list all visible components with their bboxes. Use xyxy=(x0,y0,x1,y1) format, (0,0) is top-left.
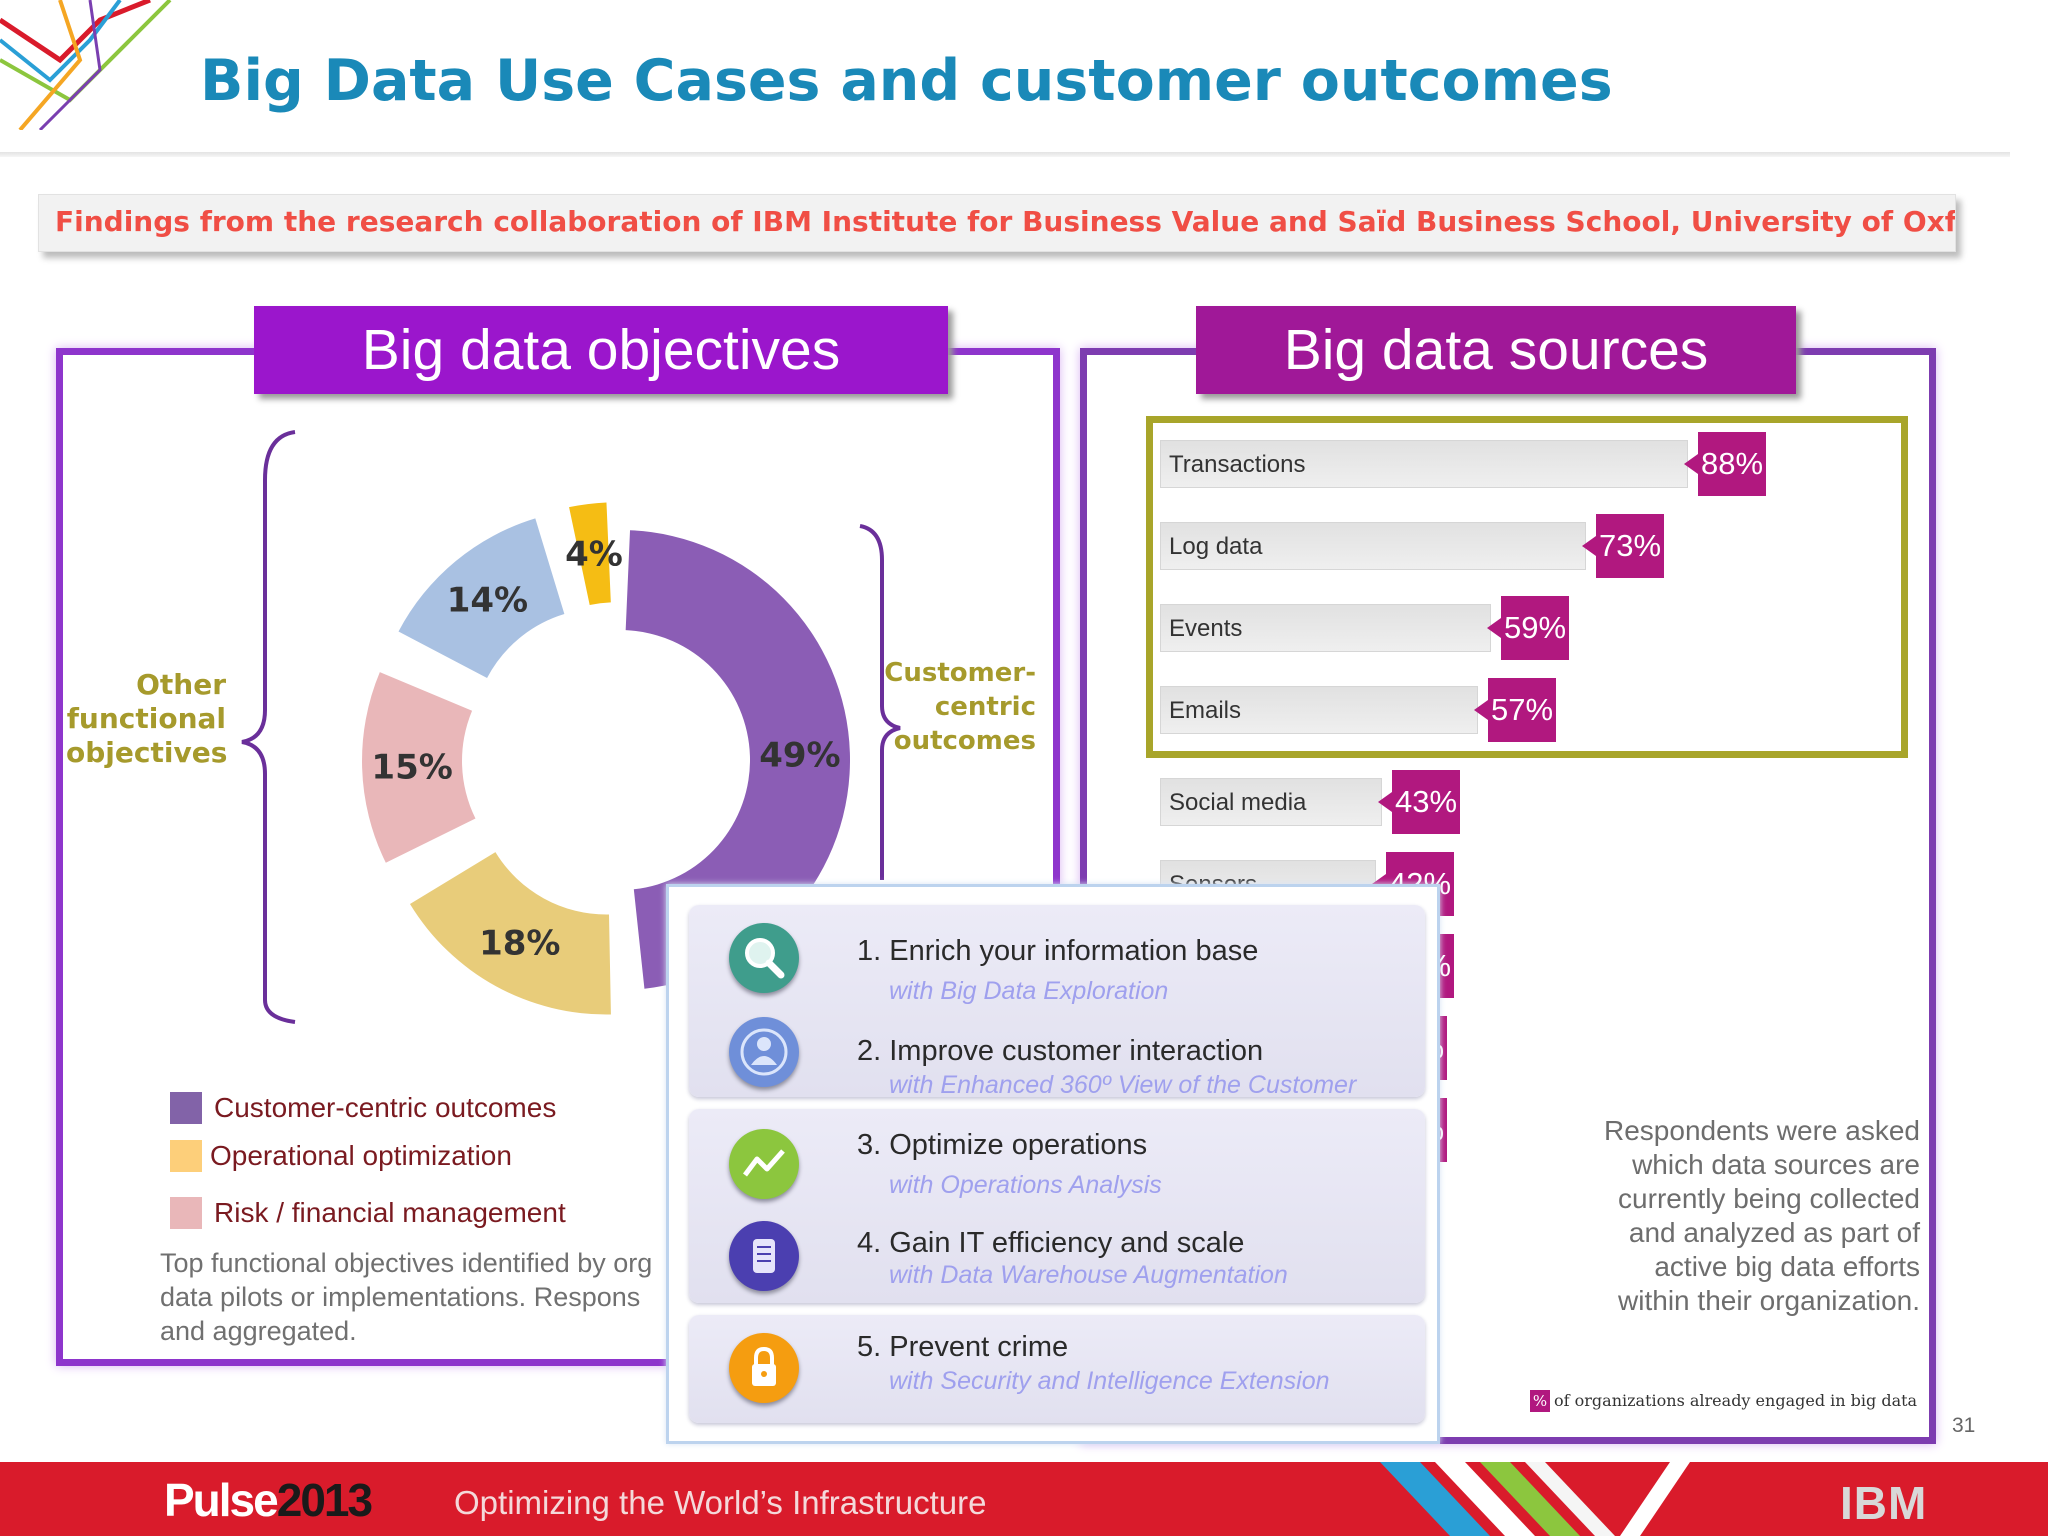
bar-value-label: 57% xyxy=(1474,678,1556,742)
bar-value-label: 59% xyxy=(1487,596,1569,660)
bar-legend-text: of organizations already engaged in big … xyxy=(1554,1391,1918,1410)
use-case-title: 3. Optimize operations xyxy=(857,1129,1148,1161)
donut-slice-label: 14% xyxy=(447,581,528,621)
objectives-donut-chart: 49% 18% 15% 14% 4% xyxy=(241,430,901,1024)
donut-slice xyxy=(625,530,850,989)
bar-category-label: Emails xyxy=(1169,697,1242,724)
bar-row: Log data 73% xyxy=(1160,514,1920,578)
use-case-group-customer: 1. Enrich your information base with Big… xyxy=(689,905,1425,1099)
use-case-subtitle: with Big Data Exploration xyxy=(889,977,1169,1005)
bar-row: Social media 43% xyxy=(1160,770,1920,834)
use-case-title: 2. Improve customer interaction xyxy=(857,1035,1264,1067)
left-brace xyxy=(241,430,296,1024)
bar-legend-swatch: % xyxy=(1530,1390,1550,1412)
donut-slice-label: 15% xyxy=(371,748,452,788)
footer-tagline: Optimizing the World’s Infrastructure xyxy=(454,1484,987,1521)
bar-row: Events 59% xyxy=(1160,596,1920,660)
bar-row: Emails 57% xyxy=(1160,678,1920,742)
bar-value-label: 43% xyxy=(1378,770,1460,834)
donut-slice-label: 4% xyxy=(565,535,623,575)
sources-header: Big data sources xyxy=(1196,306,1796,394)
legend-label: Customer-centric outcomes xyxy=(214,1092,557,1123)
footer-bar: Pulse2013 Optimizing the World’s Infrast… xyxy=(0,1462,2048,1536)
decorative-lines-graphic xyxy=(0,0,172,130)
customer-outcomes-label: Customer-centric outcomes xyxy=(884,658,1036,756)
bar-track: Transactions xyxy=(1160,440,1688,488)
bar-category-label: Log data xyxy=(1169,533,1263,560)
findings-banner: Findings from the research collaboration… xyxy=(38,194,1956,252)
objectives-note: Top functional objectives identified by … xyxy=(160,1248,653,1346)
footer-stripes-graphic xyxy=(1380,1462,1690,1536)
bar-value-label: 88% xyxy=(1684,432,1766,496)
legend-swatch xyxy=(170,1197,202,1229)
right-brace xyxy=(859,524,901,880)
legend-label: Risk / financial management xyxy=(214,1197,566,1228)
padlock-icon xyxy=(729,1333,799,1403)
use-case-subtitle: with Operations Analysis xyxy=(889,1171,1162,1199)
page-number: 31 xyxy=(1952,1414,1976,1437)
ibm-logo: IBM xyxy=(1840,1477,1928,1529)
donut-slice xyxy=(362,672,476,863)
objectives-header: Big data objectives xyxy=(254,306,948,394)
use-case-subtitle: with Enhanced 360º View of the Customer xyxy=(889,1071,1357,1099)
title-divider xyxy=(0,152,2010,157)
pulse-logo: Pulse2013 xyxy=(164,1473,373,1527)
respondents-note: Respondents were asked which data source… xyxy=(1604,1115,1920,1316)
trend-line-icon xyxy=(729,1129,799,1199)
donut-slice-label: 18% xyxy=(479,923,560,963)
use-case-title: 1. Enrich your information base xyxy=(857,935,1259,967)
use-case-group-operations: 3. Optimize operations with Operations A… xyxy=(689,1109,1425,1303)
pulse-logo-year: 2013 xyxy=(276,1474,373,1526)
database-icon xyxy=(729,1221,799,1291)
bar-category-label: Social media xyxy=(1169,789,1307,816)
donut-slice xyxy=(409,852,611,1015)
use-case-subtitle: with Data Warehouse Augmentation xyxy=(889,1261,1288,1289)
pulse-logo-text: Pulse xyxy=(164,1474,279,1526)
legend-label: Operational optimization xyxy=(210,1140,512,1171)
bar-category-label: Transactions xyxy=(1169,451,1306,478)
bar-track: Emails xyxy=(1160,686,1478,734)
other-objectives-label: Other functional objectives xyxy=(66,668,228,769)
use-case-title: 4. Gain IT efficiency and scale xyxy=(857,1227,1245,1259)
use-case-title: 5. Prevent crime xyxy=(857,1331,1069,1363)
top-sources-highlight xyxy=(1146,416,1908,758)
customer-view-icon xyxy=(729,1017,799,1087)
bar-row: Transactions 88% xyxy=(1160,432,1920,496)
donut-slice-label: 49% xyxy=(759,735,840,775)
use-cases-panel: 1. Enrich your information base with Big… xyxy=(666,884,1440,1444)
magnifier-icon xyxy=(729,923,799,993)
use-case-group-security: 5. Prevent crime with Security and Intel… xyxy=(689,1315,1425,1423)
bar-legend: % of organizations already engaged in big… xyxy=(1530,1390,1917,1414)
legend-swatch xyxy=(170,1092,202,1124)
donut-slice xyxy=(398,518,565,678)
bar-track: Events xyxy=(1160,604,1491,652)
bar-track: Social media xyxy=(1160,778,1382,826)
bar-value-label: 73% xyxy=(1582,514,1664,578)
legend-swatch xyxy=(170,1140,202,1172)
bar-track: Log data xyxy=(1160,522,1586,570)
donut-slice xyxy=(569,502,611,606)
bar-category-label: Events xyxy=(1169,615,1243,642)
use-case-subtitle: with Security and Intelligence Extension xyxy=(889,1367,1330,1395)
page-title: Big Data Use Cases and customer outcomes xyxy=(200,48,1613,114)
